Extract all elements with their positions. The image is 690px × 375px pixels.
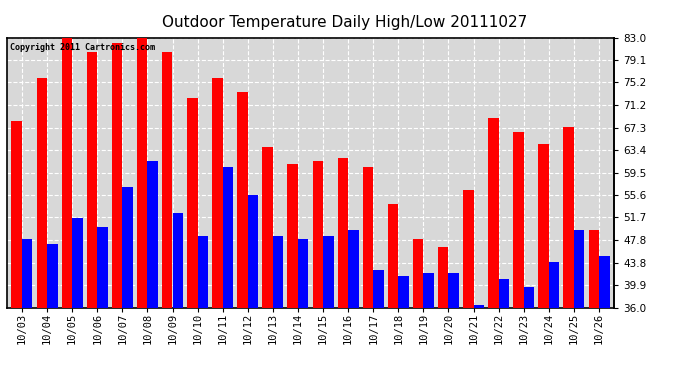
Bar [337, 158, 348, 308]
Bar [137, 38, 148, 308]
Bar [22, 238, 32, 308]
Bar [97, 227, 108, 308]
Bar [488, 118, 499, 308]
Bar [499, 279, 509, 308]
Bar [549, 261, 560, 308]
Bar [262, 147, 273, 308]
Bar [61, 38, 72, 308]
Bar [398, 276, 409, 308]
Bar [348, 230, 359, 308]
Bar [513, 132, 524, 308]
Bar [112, 43, 122, 308]
Bar [248, 195, 258, 308]
Bar [564, 126, 574, 308]
Bar [72, 219, 83, 308]
Bar [448, 273, 459, 308]
Text: Outdoor Temperature Daily High/Low 20111027: Outdoor Temperature Daily High/Low 20111… [162, 15, 528, 30]
Bar [413, 238, 424, 308]
Bar [538, 144, 549, 308]
Bar [424, 273, 434, 308]
Bar [197, 236, 208, 308]
Text: Copyright 2011 Cartronics.com: Copyright 2011 Cartronics.com [10, 43, 155, 52]
Bar [12, 121, 22, 308]
Bar [273, 236, 284, 308]
Bar [87, 52, 97, 308]
Bar [313, 161, 323, 308]
Bar [589, 230, 599, 308]
Bar [599, 256, 609, 308]
Bar [37, 78, 47, 308]
Bar [148, 161, 158, 308]
Bar [323, 236, 333, 308]
Bar [237, 92, 248, 308]
Bar [373, 270, 384, 308]
Bar [473, 304, 484, 307]
Bar [574, 230, 584, 308]
Bar [187, 98, 197, 308]
Bar [438, 247, 449, 308]
Bar [162, 52, 172, 308]
Bar [122, 187, 133, 308]
Bar [524, 287, 534, 308]
Bar [47, 244, 57, 308]
Bar [463, 190, 473, 308]
Bar [298, 238, 308, 308]
Bar [172, 213, 183, 308]
Bar [288, 164, 298, 308]
Bar [212, 78, 223, 308]
Bar [363, 167, 373, 308]
Bar [223, 167, 233, 308]
Bar [388, 204, 398, 308]
